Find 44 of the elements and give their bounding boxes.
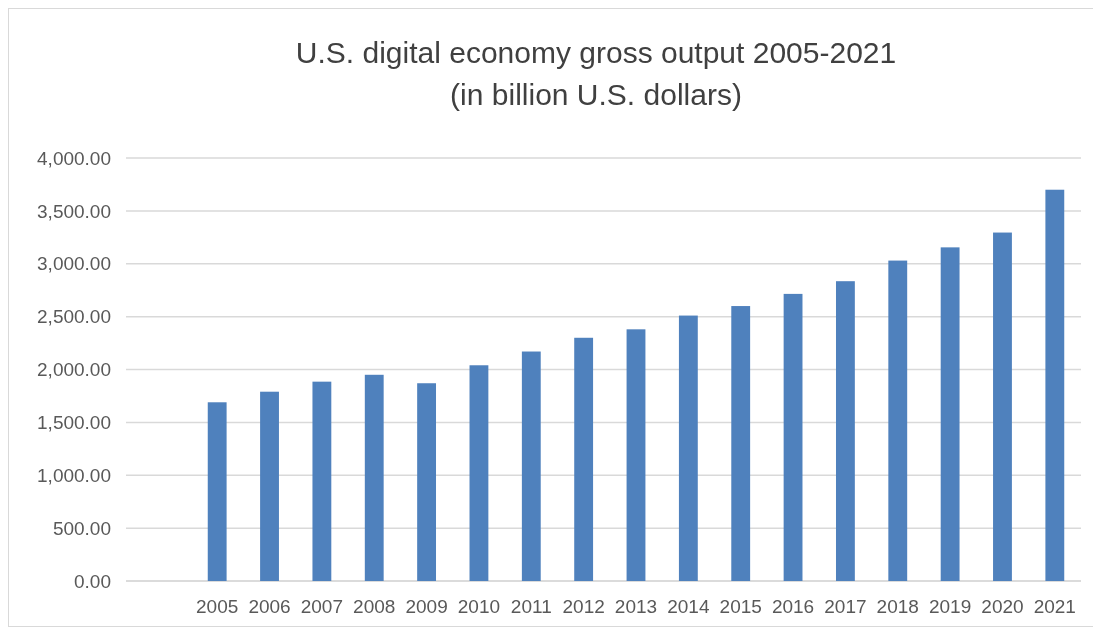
y-tick-label: 3,500.00 — [37, 200, 111, 222]
x-tick-label: 2013 — [614, 596, 658, 617]
x-tick-label: 2012 — [562, 596, 605, 617]
y-tick-label: 1,000.00 — [37, 464, 111, 486]
bar — [574, 337, 594, 581]
x-tick-label: 2010 — [457, 596, 501, 617]
bar — [469, 365, 489, 581]
chart-title: U.S. digital economy gross output 2005-2021 (in billion U.S. dollars) — [295, 36, 897, 111]
x-tick-label: 2018 — [876, 596, 919, 617]
x-tick-label: 2007 — [300, 596, 344, 617]
x-tick-label: 2021 — [1033, 596, 1076, 617]
bar — [312, 381, 332, 581]
bar — [835, 281, 855, 581]
bar — [260, 391, 279, 581]
x-tick-label: 2008 — [353, 596, 396, 617]
x-tick-label: 2014 — [667, 596, 710, 617]
x-tick-label: 2009 — [405, 596, 448, 617]
bar — [207, 402, 227, 581]
y-tick-label: 3,000.00 — [37, 253, 111, 275]
x-tick-label: 2016 — [771, 596, 815, 617]
bar — [1045, 189, 1065, 581]
bar — [888, 260, 908, 581]
x-tick-label: 2011 — [510, 596, 552, 617]
x-tick-label: 2019 — [928, 596, 972, 617]
y-tick-label: 4,000.00 — [37, 147, 111, 169]
bar — [993, 232, 1012, 581]
x-tick-label: 2020 — [981, 596, 1024, 617]
y-tick-label: 0.00 — [74, 570, 111, 592]
y-tick-label: 1,500.00 — [37, 412, 111, 434]
y-tick-label: 2,000.00 — [37, 359, 111, 381]
bar — [626, 329, 646, 581]
bar — [364, 374, 384, 581]
x-tick-label: 2015 — [719, 596, 762, 617]
bar — [940, 247, 960, 581]
x-tick-label: 2005 — [196, 596, 239, 617]
bar — [678, 315, 698, 581]
x-tick-label: 2017 — [824, 596, 867, 617]
bar — [417, 383, 437, 581]
x-tick-label: 2006 — [248, 596, 291, 617]
y-tick-label: 2,500.00 — [37, 306, 111, 328]
bar — [731, 306, 751, 581]
bar — [521, 351, 541, 581]
y-tick-label: 500.00 — [52, 517, 111, 539]
bar — [783, 293, 803, 581]
